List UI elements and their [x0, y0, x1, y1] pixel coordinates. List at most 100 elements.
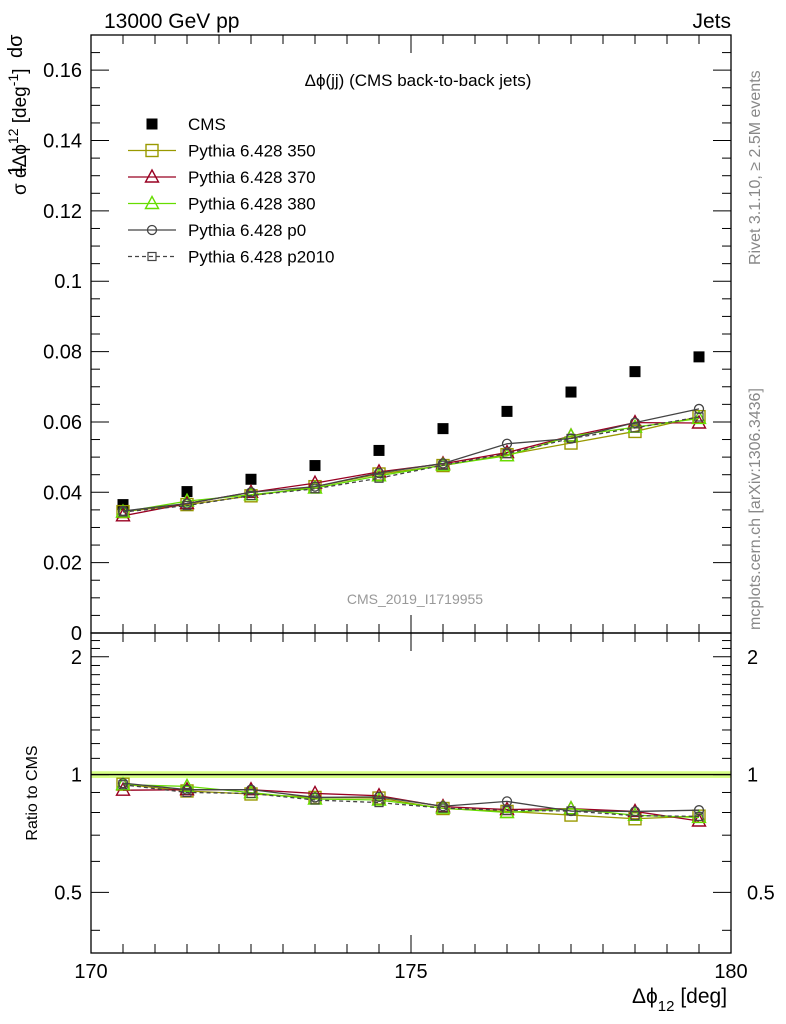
xlabel: Δϕ12 [deg]	[632, 985, 727, 1015]
legend-marker	[144, 168, 160, 183]
data-point	[691, 414, 707, 429]
main-title: Δϕ(jj) (CMS back-to-back jets)	[305, 71, 532, 90]
data-point	[501, 438, 513, 449]
ratio-band	[91, 771, 731, 778]
series-line	[122, 417, 700, 513]
ratio-ylabel: Ratio to CMS	[24, 745, 41, 840]
data-point	[629, 366, 641, 378]
data-point	[118, 507, 128, 517]
data-point	[566, 433, 576, 444]
header-left: 13000 GeV pp	[104, 10, 239, 33]
ylabel-text: σ dΔϕ12 [deg-1]	[5, 69, 31, 195]
data-point	[564, 436, 578, 450]
ratio-ticks: 0.5 0.5 1 1 2 2 170 175 180	[54, 633, 775, 983]
ratio-series-pythia-6-428-380	[115, 776, 707, 824]
ylabel-dsigma: dσ	[5, 34, 27, 58]
main-frame	[90, 34, 732, 634]
ratio-point	[373, 791, 385, 803]
data-point	[246, 490, 256, 501]
ratio-point	[371, 787, 387, 802]
legend-entry-pythia-6-428-370: Pythia 6.428 370	[128, 168, 316, 187]
ratio-series-layer	[115, 776, 707, 827]
legend-marker	[144, 195, 160, 210]
legend: CMS Pythia 6.428 350 Pythia 6.428 370 Pythi…	[128, 115, 335, 267]
ratio-point	[694, 811, 704, 821]
data-point	[181, 486, 193, 498]
data-point	[437, 423, 449, 435]
legend-entry-pythia-6-428-p2010: Pythia 6.428 p2010	[128, 248, 335, 267]
ratio-point	[438, 803, 448, 813]
ratio-ytick-label: 1	[71, 765, 82, 787]
series-line	[122, 408, 700, 512]
ratio-point	[499, 804, 515, 819]
data-point	[691, 409, 707, 425]
data-point	[501, 405, 513, 417]
ratio-line	[122, 783, 700, 820]
data-point	[438, 460, 448, 470]
ratio-ytick-label: 0.5	[54, 882, 82, 904]
legend-label: CMS	[188, 115, 226, 134]
ratio-ytick-label-right: 1	[747, 765, 758, 787]
main-series-layer	[115, 351, 707, 522]
data-point	[374, 473, 384, 483]
data-point	[182, 501, 192, 511]
watermark: CMS_2019_I1719955	[347, 591, 483, 607]
legend-marker	[146, 118, 158, 130]
series-line	[122, 416, 700, 513]
legend-marker	[145, 143, 159, 158]
rivet-note: Rivet 3.1.10, ≥ 2.5M events	[747, 70, 764, 265]
ratio-line	[122, 782, 700, 813]
ratio-point	[179, 777, 195, 793]
main-ytick-label: 0.16	[43, 60, 82, 82]
ratio-point	[118, 780, 128, 790]
legend-label: Pythia 6.428 p2010	[188, 248, 335, 267]
data-point	[245, 473, 257, 485]
mcplots-note: mcplots.cern.ch [arXiv:1306.3436]	[747, 388, 764, 630]
main-panel: 0 0.02 0.04 0.06 0.08 0.1 0.12 0.14 0.16 Δϕ(jj) …	[5, 34, 732, 645]
ratio-point	[246, 788, 256, 799]
legend-entry-pythia-6-428-380: Pythia 6.428 380	[128, 195, 316, 214]
main-ytick-label: 0.14	[43, 131, 82, 153]
data-point	[309, 460, 321, 472]
ratio-point	[435, 799, 451, 814]
ratio-point	[502, 805, 512, 815]
data-point	[310, 484, 320, 494]
data-point	[629, 417, 641, 428]
ratio-point	[693, 805, 705, 816]
main-ytick-label: 0.12	[43, 201, 82, 223]
ratio-point	[182, 787, 192, 798]
main-ytick-label: 0.04	[43, 482, 82, 504]
xtick-label: 175	[394, 961, 427, 983]
main-ylabel: 1 σ dΔϕ12 [deg-1] dσ	[5, 34, 31, 195]
data-point	[693, 351, 705, 363]
legend-marker	[146, 224, 158, 236]
data-point	[502, 449, 512, 459]
data-point	[565, 386, 577, 398]
legend-entry-cms: CMS	[146, 115, 226, 134]
ratio-point	[566, 806, 576, 816]
ratio-series-pythia-6-428-p2010	[118, 780, 704, 821]
data-point	[630, 423, 640, 433]
legend-label: Pythia 6.428 350	[188, 142, 316, 161]
series-pythia-6-428-p2010	[118, 412, 704, 517]
header-right: Jets	[692, 10, 731, 33]
series-line	[122, 416, 700, 513]
data-point	[694, 412, 704, 422]
legend-entry-pythia-6-428-350: Pythia 6.428 350	[128, 142, 316, 161]
legend-marker	[147, 251, 157, 262]
ratio-ytick-label: 2	[71, 647, 82, 669]
main-ticks: 0 0.02 0.04 0.06 0.08 0.1 0.12 0.14 0.16	[43, 34, 732, 645]
main-ytick-label: 0.02	[43, 553, 82, 575]
main-ytick-label: 0.08	[43, 342, 82, 364]
ratio-point	[630, 811, 640, 821]
ratio-point	[310, 795, 320, 805]
ratio-line	[122, 784, 700, 818]
data-point	[373, 444, 385, 456]
ratio-ytick-label-right: 2	[747, 647, 758, 669]
ylabel-numerator: 1	[5, 165, 27, 176]
legend-label: Pythia 6.428 380	[188, 195, 316, 214]
main-ytick-label: 0.1	[54, 271, 82, 293]
xtick-label: 180	[714, 961, 747, 983]
legend-label: Pythia 6.428 p0	[188, 221, 306, 240]
main-ytick-label: 0.06	[43, 412, 82, 434]
